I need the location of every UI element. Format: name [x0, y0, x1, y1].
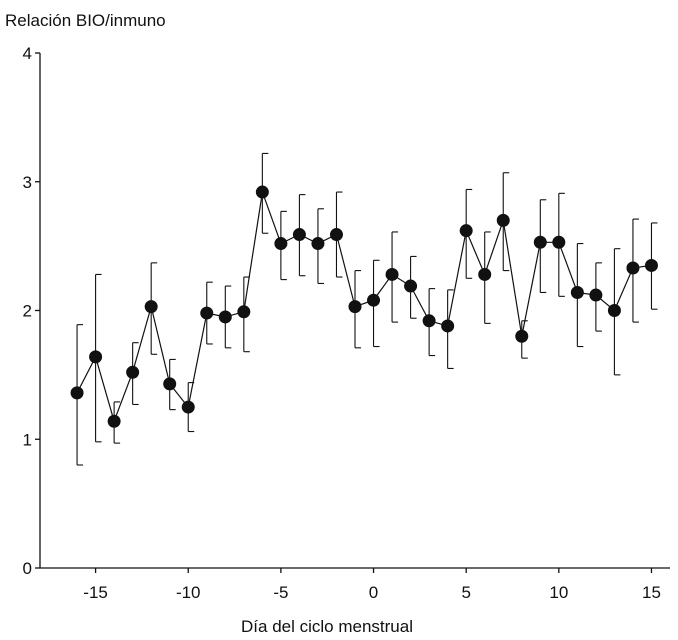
data-point [367, 293, 381, 307]
x-tick-label: -15 [83, 583, 108, 602]
x-tick-label: 10 [549, 583, 568, 602]
data-point [607, 304, 621, 317]
data-point [404, 279, 418, 293]
data-point [107, 414, 121, 428]
x-ticks: -15 -10 -5 0 5 10 15 [83, 568, 661, 602]
data-point [422, 314, 436, 328]
data-point [533, 235, 547, 249]
data-point [570, 285, 584, 299]
data-point [274, 237, 288, 251]
x-tick-label: -10 [176, 583, 201, 602]
data-point [311, 237, 325, 251]
data-point [200, 306, 214, 320]
data-point [552, 235, 566, 249]
data-point [163, 377, 177, 391]
data-point [515, 329, 529, 343]
data-point [218, 310, 232, 324]
data-point [644, 258, 658, 272]
error-bars [76, 152, 658, 466]
markers [70, 185, 658, 428]
y-tick-label: 0 [23, 559, 32, 578]
series-line [76, 191, 652, 424]
y-tick-label: 3 [23, 173, 32, 192]
data-point [478, 267, 492, 281]
x-axis-title: Día del ciclo menstrual [241, 617, 413, 636]
y-ticks: 0 1 2 3 4 [23, 44, 40, 578]
y-axis-title: Relación BIO/inmuno [5, 11, 166, 30]
data-point [459, 224, 473, 238]
y-tick-label: 2 [23, 302, 32, 321]
data-point [496, 213, 510, 227]
y-tick-label: 4 [23, 44, 32, 63]
x-tick-label: 15 [642, 583, 661, 602]
series-layer [70, 152, 658, 466]
data-point [89, 350, 103, 364]
data-point [589, 288, 603, 302]
data-point [385, 267, 399, 281]
data-point [348, 300, 362, 314]
data-point [441, 319, 455, 333]
data-point [237, 305, 251, 319]
data-point [181, 400, 195, 414]
data-point [144, 300, 158, 314]
y-tick-label: 1 [23, 430, 32, 449]
data-point [126, 365, 140, 379]
data-point [626, 261, 640, 275]
data-point [255, 185, 269, 199]
data-point [292, 228, 306, 242]
x-tick-label: 0 [369, 583, 378, 602]
data-point [329, 228, 343, 242]
data-point [70, 386, 84, 400]
x-tick-label: 5 [461, 583, 470, 602]
x-tick-label: -5 [273, 583, 288, 602]
